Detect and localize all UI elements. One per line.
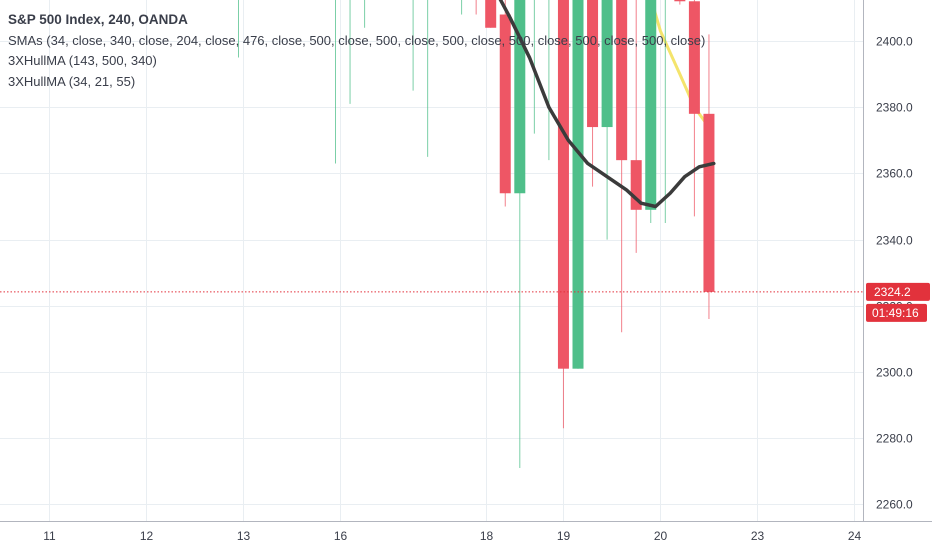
time-tick-label: 23 <box>751 529 765 543</box>
price-tick-label: 2260.0 <box>876 498 913 512</box>
candle <box>674 0 685 5</box>
price-tick-label: 2400.0 <box>876 35 913 49</box>
time-tick-label: 16 <box>334 529 348 543</box>
time-tick-label: 24 <box>848 529 862 543</box>
time-tick-label: 11 <box>43 529 56 543</box>
price-tick-label: 2280.0 <box>876 432 913 446</box>
last-price-badge-text: 2324.2 <box>874 285 911 299</box>
price-axis[interactable]: 2260.02280.02300.02320.02340.02360.02380… <box>863 0 932 521</box>
time-tick-label: 18 <box>480 529 494 543</box>
time-tick-label: 13 <box>237 529 251 543</box>
price-tick-label: 2360.0 <box>876 167 913 181</box>
symbol-title[interactable]: S&P 500 Index, 240, OANDA <box>8 10 705 31</box>
time-tick-label: 19 <box>557 529 571 543</box>
price-tick-label: 2340.0 <box>876 234 913 248</box>
time-tick-label: 12 <box>140 529 154 543</box>
candle-body <box>674 0 685 1</box>
time-tick-label: 20 <box>654 529 668 543</box>
price-tick-label: 2380.0 <box>876 101 913 115</box>
sma-legend-item[interactable]: SMAs (34, close, 340, close, 204, close,… <box>8 31 705 52</box>
candle-body <box>703 114 714 292</box>
price-tick-label: 2300.0 <box>876 366 913 380</box>
countdown-badge-text: 01:49:16 <box>872 306 919 320</box>
chart-legend: S&P 500 Index, 240, OANDA SMAs (34, clos… <box>8 10 705 92</box>
countdown-badge: 01:49:16 <box>866 304 927 322</box>
last-price-badge: 2324.2 <box>866 283 930 301</box>
hull-ma-legend-item-2[interactable]: 3XHullMA (34, 21, 55) <box>8 72 705 93</box>
time-axis[interactable]: 11 12 13 16 18 19 20 23 24 <box>0 521 932 550</box>
hull-ma-legend-item-1[interactable]: 3XHullMA (143, 500, 340) <box>8 51 705 72</box>
